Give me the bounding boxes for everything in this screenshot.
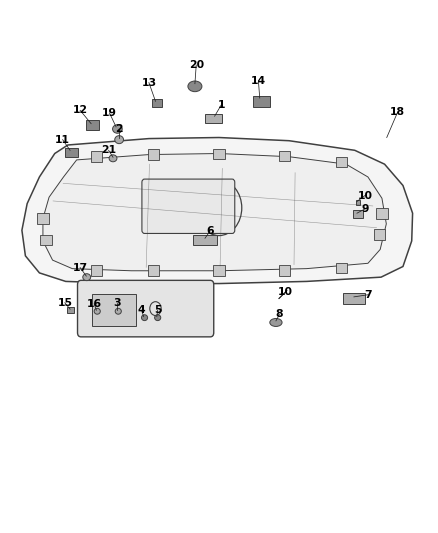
Text: 17: 17 bbox=[73, 263, 88, 272]
Polygon shape bbox=[43, 154, 386, 271]
Text: 20: 20 bbox=[189, 60, 204, 70]
Bar bbox=[353, 210, 363, 219]
Ellipse shape bbox=[188, 81, 202, 92]
Bar bbox=[205, 114, 222, 123]
Ellipse shape bbox=[115, 136, 124, 144]
Text: 9: 9 bbox=[361, 204, 369, 214]
Ellipse shape bbox=[83, 274, 91, 280]
Text: 3: 3 bbox=[113, 298, 121, 308]
Text: 16: 16 bbox=[87, 299, 102, 309]
Ellipse shape bbox=[270, 318, 282, 326]
Bar bbox=[336, 157, 347, 167]
Bar bbox=[148, 265, 159, 276]
Bar bbox=[279, 151, 290, 161]
Bar bbox=[40, 235, 52, 245]
Text: 15: 15 bbox=[57, 298, 72, 308]
Ellipse shape bbox=[115, 308, 121, 314]
Bar bbox=[148, 149, 159, 160]
Ellipse shape bbox=[141, 314, 148, 320]
Bar bbox=[336, 263, 347, 273]
Bar bbox=[37, 213, 49, 224]
Bar bbox=[86, 120, 99, 130]
Bar bbox=[152, 99, 162, 107]
Text: 6: 6 bbox=[206, 226, 214, 236]
Ellipse shape bbox=[109, 155, 117, 162]
Text: 21: 21 bbox=[101, 146, 116, 155]
Polygon shape bbox=[22, 138, 413, 284]
Ellipse shape bbox=[113, 125, 122, 133]
Bar bbox=[193, 235, 217, 245]
Text: 4: 4 bbox=[138, 305, 145, 315]
Text: 13: 13 bbox=[141, 78, 156, 87]
Text: 8: 8 bbox=[276, 310, 283, 319]
Text: 2: 2 bbox=[115, 124, 123, 134]
Text: 11: 11 bbox=[55, 135, 70, 144]
Bar bbox=[356, 200, 360, 205]
Bar bbox=[67, 307, 74, 313]
Bar bbox=[213, 265, 225, 276]
Ellipse shape bbox=[94, 308, 100, 314]
Bar bbox=[91, 151, 102, 162]
Text: 7: 7 bbox=[364, 290, 372, 300]
Text: 19: 19 bbox=[102, 108, 117, 118]
Ellipse shape bbox=[155, 314, 161, 320]
Text: 10: 10 bbox=[357, 191, 372, 200]
Bar bbox=[91, 265, 102, 276]
Bar bbox=[343, 293, 365, 304]
Text: 10: 10 bbox=[278, 287, 293, 297]
Bar bbox=[279, 265, 290, 276]
Bar bbox=[374, 229, 385, 240]
Text: 1: 1 bbox=[217, 100, 225, 110]
Bar bbox=[65, 148, 78, 157]
Bar bbox=[376, 208, 388, 219]
FancyBboxPatch shape bbox=[142, 179, 235, 233]
Text: 18: 18 bbox=[390, 107, 405, 117]
Bar bbox=[253, 96, 270, 107]
Bar bbox=[92, 294, 136, 326]
Text: 5: 5 bbox=[154, 305, 162, 315]
FancyBboxPatch shape bbox=[78, 280, 214, 337]
Text: 14: 14 bbox=[251, 76, 266, 86]
Bar bbox=[213, 149, 225, 159]
Text: 12: 12 bbox=[73, 106, 88, 115]
